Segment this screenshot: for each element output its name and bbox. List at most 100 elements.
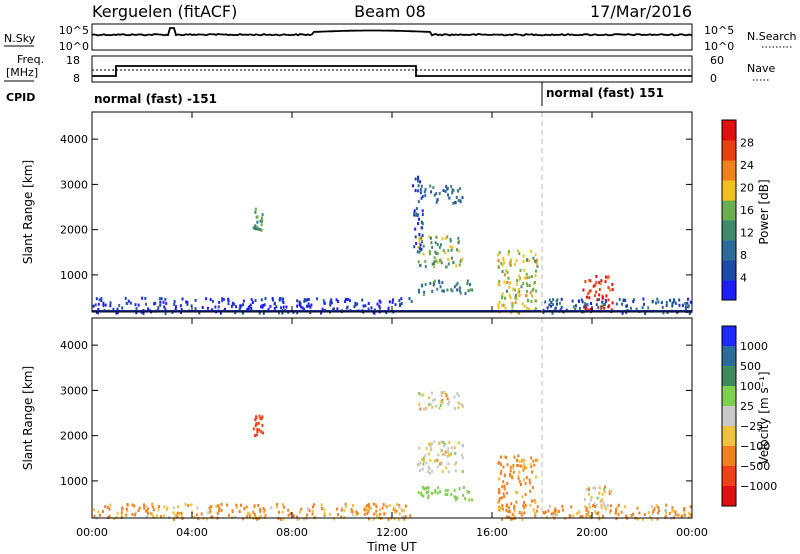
range-cell [614,511,617,515]
range-cell [276,503,278,506]
range-cell [368,505,371,509]
range-cell [418,392,421,395]
range-cell [529,489,532,493]
range-cell [269,304,272,308]
velocity-colorbar-label: Velocity [m s⁻¹] [757,371,771,464]
range-cell [440,261,443,265]
colorbar-tick-label: 500 [740,360,761,373]
range-cell [206,517,209,521]
range-cell [554,507,557,511]
range-cell [607,305,610,309]
range-cell [585,514,588,518]
freq-panel: Freq. [MHz] 18 8 60 0 Nave [4,53,775,85]
colorbar-swatch [722,160,736,181]
cpid-label: CPID [6,91,35,104]
range-cell [285,305,288,309]
range-cell [552,511,555,515]
range-cell [497,303,500,307]
range-cell [306,513,309,517]
range-cell [651,299,654,303]
range-cell [430,391,433,395]
range-cell [424,454,427,458]
range-cell [601,300,604,304]
range-cell [446,397,449,401]
velocity-colorbar: 1000 500 100 25 −25 −100 −500 −1000 [721,325,777,507]
range-cell [575,304,577,308]
range-cell [585,513,588,517]
range-cell [621,311,624,315]
range-cell [93,508,96,512]
range-cell [421,195,424,198]
nsearch-label: N.Search [747,30,797,43]
range-cell [509,260,512,264]
range-cell [512,464,515,467]
range-cell [102,301,105,305]
range-cell [436,465,439,469]
range-cell [568,514,571,518]
range-cell [176,515,179,519]
range-cell [253,513,256,516]
range-cell [498,477,500,481]
range-cell [172,517,175,521]
range-cell [529,463,532,467]
range-cell [429,402,432,406]
range-cell [557,510,560,513]
range-cell [399,302,402,306]
range-cell [657,506,660,509]
range-cell [369,506,372,510]
range-cell [617,513,620,516]
range-cell [547,509,550,513]
range-cell [458,402,461,406]
range-cell [398,505,401,509]
range-cell [596,512,599,516]
range-cell [655,301,657,305]
range-cell [300,305,303,309]
range-cell [420,247,423,251]
range-cell [617,503,620,507]
range-cell [466,490,469,494]
colorbar-swatch [722,280,736,301]
range-cell [508,515,511,519]
range-cell [254,434,256,437]
range-cell [643,513,646,517]
range-cell [211,515,214,519]
range-cell [372,502,375,506]
range-cell [446,235,449,239]
range-cell [515,297,518,301]
range-cell [421,467,424,471]
nsky-tick-bottom-left: 10^0 [59,40,89,53]
range-cell [418,403,421,407]
range-cell [378,304,381,308]
range-cell [193,515,196,519]
range-cell [611,301,614,305]
range-cell [587,292,590,296]
range-cell [404,504,407,508]
range-cell [603,490,606,494]
range-cell [252,510,255,514]
range-cell [253,504,256,508]
range-cell [503,484,506,488]
range-cell [180,515,183,519]
range-cell [295,515,298,519]
range-cell [517,454,520,458]
range-cell [345,298,348,301]
range-cell [440,393,443,397]
range-cell [302,517,305,521]
range-cell [526,258,529,262]
range-cell [372,517,375,521]
range-cell [531,470,533,474]
freq-tick-bottom: 8 [73,72,80,85]
range-cell [447,447,450,451]
range-cell [160,515,162,519]
range-cell [431,405,434,409]
range-cell [335,298,338,302]
range-cell [436,287,439,291]
range-cell [97,311,99,315]
range-cell [281,311,284,315]
range-cell [242,299,245,303]
range-cell [256,225,259,229]
range-cell [595,290,598,294]
range-cell [450,248,453,252]
range-cell [332,517,335,521]
range-cell [546,515,549,519]
